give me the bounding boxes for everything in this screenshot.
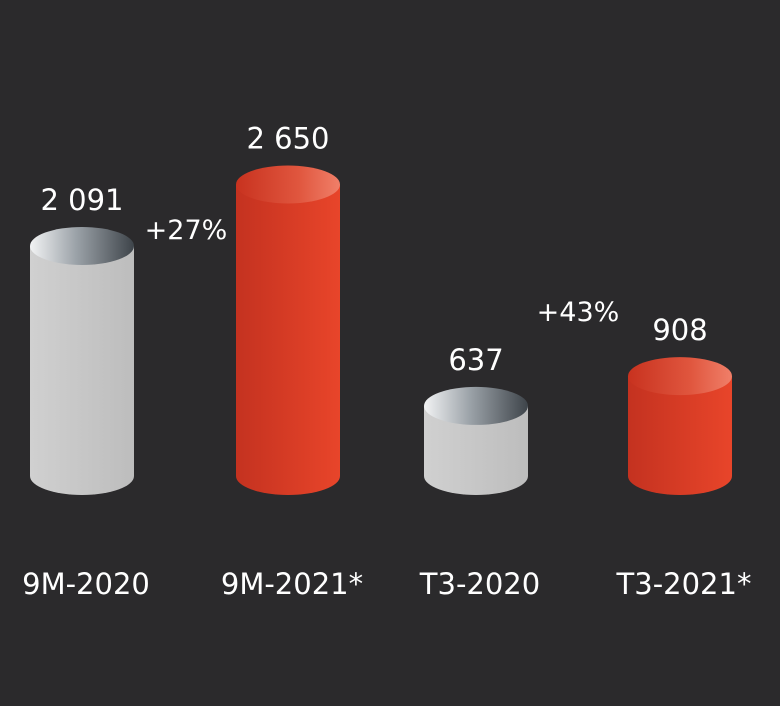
value-label: 908 [652, 313, 707, 347]
bar-body [236, 184, 340, 495]
category-label: 9M-2020 [22, 567, 150, 601]
category-label: T3-2021* [616, 567, 752, 601]
bar-top [424, 386, 528, 425]
bar-t3-2021 [628, 357, 732, 495]
value-label: 2 091 [40, 183, 123, 217]
value-label: 637 [448, 343, 503, 377]
bar-9m-2020 [30, 226, 134, 495]
growth-label: +43% [537, 297, 620, 328]
bar-t3-2020 [424, 386, 528, 495]
bar-body [424, 405, 528, 495]
category-label: 9M-2021* [221, 567, 363, 601]
bar-body [628, 376, 732, 495]
bar-top [30, 226, 134, 265]
bar-top [628, 357, 732, 396]
category-label: T3-2020 [419, 567, 540, 601]
bar-top [236, 165, 340, 204]
value-label: 2 650 [246, 122, 329, 156]
bar-9m-2021 [236, 165, 340, 495]
growth-label: +27% [145, 215, 228, 246]
bar-body [30, 245, 134, 495]
